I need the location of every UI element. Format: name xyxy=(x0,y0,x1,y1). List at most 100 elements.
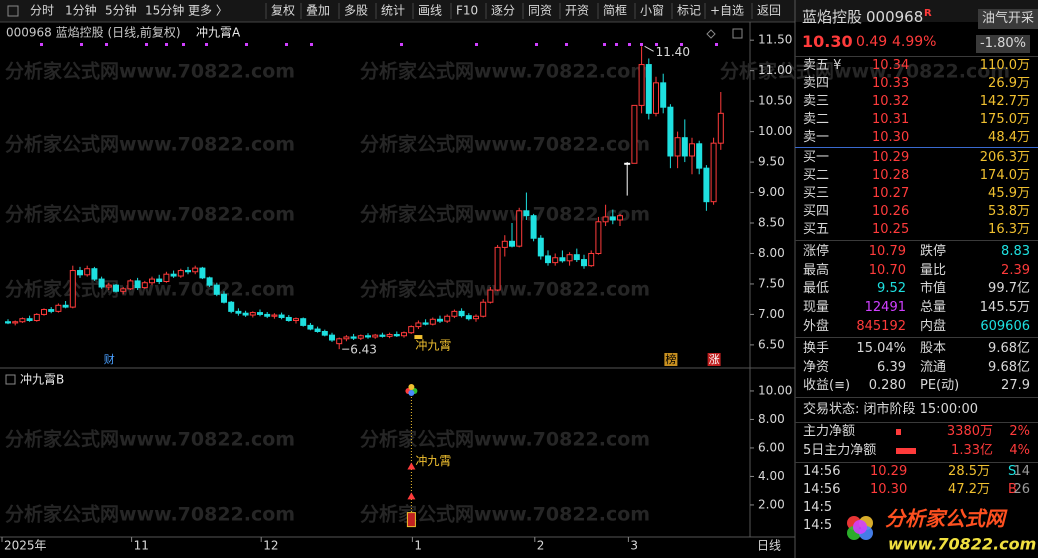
stat-label: 内盘 xyxy=(920,318,947,334)
candle-body xyxy=(84,268,91,276)
toolbar-icon[interactable] xyxy=(7,5,19,17)
toolbar-button[interactable]: +自选 xyxy=(710,4,744,18)
flow-bar xyxy=(896,429,901,435)
toolbar-button[interactable]: 多股 xyxy=(344,4,368,18)
period-tab[interactable]: 5分钟 xyxy=(105,3,137,18)
x-tick-label: 1 xyxy=(414,539,422,553)
candle-body xyxy=(357,335,364,339)
candle-body xyxy=(372,334,379,338)
book-label: 买三 xyxy=(803,186,830,201)
candle-body xyxy=(379,334,386,337)
divider xyxy=(795,462,1038,463)
candle-body xyxy=(213,284,220,295)
toolbar-button[interactable]: 小窗 xyxy=(640,4,664,18)
stat-label: 换手 xyxy=(803,341,830,356)
candle-body xyxy=(156,278,163,283)
candle-body xyxy=(631,104,638,164)
signal-label: 冲九霄 xyxy=(415,338,451,353)
logo-name: 分析家公式网 xyxy=(885,507,1008,531)
signal-b-label: 冲九霄 xyxy=(415,453,451,468)
candle-body xyxy=(321,330,328,336)
book-volume: 142.7万 xyxy=(979,94,1030,109)
period-label: 日线 xyxy=(757,539,781,553)
flow-pct: 4% xyxy=(1009,443,1030,458)
flow-bar xyxy=(896,448,916,454)
candle-body xyxy=(242,312,249,316)
candle-body xyxy=(667,106,674,157)
x-tick-label: 3 xyxy=(630,539,638,553)
price: 10.30 xyxy=(802,32,853,51)
candle-body xyxy=(588,252,595,267)
y-tick-label: 7.00 xyxy=(758,307,785,321)
book-volume: 53.8万 xyxy=(988,204,1030,219)
toolbar-button[interactable]: 简框 xyxy=(603,4,627,18)
candle-body xyxy=(177,270,184,277)
flow-label: 主力净额 xyxy=(803,424,856,439)
candle-body xyxy=(638,64,645,106)
stat-value: 145.5万 xyxy=(979,300,1030,316)
toolbar-button[interactable]: 画线 xyxy=(418,4,442,18)
toolbar-button[interactable]: F10 xyxy=(456,4,478,18)
y-tick-label: 7.50 xyxy=(758,276,785,290)
signal-marker xyxy=(414,335,423,340)
stat-label: 跌停 xyxy=(920,244,947,259)
candle-body xyxy=(105,284,112,288)
stat-value: 6.39 xyxy=(877,359,906,375)
toolbar-button[interactable]: 标记 xyxy=(677,4,701,18)
event-label[interactable]: 财 xyxy=(104,352,115,366)
toolbar-button[interactable]: 叠加 xyxy=(306,4,330,18)
panel-icons[interactable] xyxy=(706,28,743,39)
toolbar-button[interactable]: 统计 xyxy=(381,4,405,18)
logo-url: www.70822.com xyxy=(888,535,1036,554)
candle-body xyxy=(501,240,508,248)
y2-tick-label: 10.00 xyxy=(758,383,792,397)
toolbar-button[interactable]: 返回 xyxy=(757,4,781,18)
period-tab[interactable]: 15分钟 xyxy=(145,3,184,18)
book-label: 买一 xyxy=(803,150,830,165)
toolbar-button[interactable]: 逐分 xyxy=(491,4,515,18)
candle-body xyxy=(141,282,148,289)
event-badge[interactable] xyxy=(664,353,678,366)
candle-body xyxy=(710,142,717,203)
watermark: 分析家公式网www.70822.com xyxy=(360,503,650,526)
low-label: 6.43 xyxy=(350,343,377,357)
candle-body xyxy=(415,322,422,328)
event-badge[interactable] xyxy=(102,353,116,366)
candle-body xyxy=(365,335,371,338)
toolbar-button[interactable]: 同资 xyxy=(528,4,552,18)
watermark: 分析家公式网www.70822.com xyxy=(360,278,650,301)
toolbar-button[interactable]: 开资 xyxy=(565,4,589,18)
event-label[interactable]: 涨 xyxy=(709,353,720,366)
period-tab[interactable]: 分时 xyxy=(30,4,54,18)
indicator-b-title: 冲九霄B xyxy=(20,372,64,387)
y-tick-label: 8.50 xyxy=(758,216,785,230)
stat-value: 8.83 xyxy=(1001,244,1030,259)
candle-body xyxy=(264,313,271,317)
book-volume: 110.0万 xyxy=(979,58,1030,73)
candle-body xyxy=(552,257,559,264)
candle-body xyxy=(516,210,523,247)
event-label[interactable]: 榜 xyxy=(665,352,676,366)
toolbar-button[interactable]: 复权 xyxy=(271,4,295,18)
period-tab[interactable]: 更多 〉 xyxy=(188,4,228,18)
divider xyxy=(795,240,1038,241)
candle-body xyxy=(458,310,465,317)
candle-body xyxy=(307,324,314,330)
trade-side: S xyxy=(1008,464,1017,479)
logo-flower xyxy=(853,520,867,534)
book-price: 10.28 xyxy=(872,168,910,183)
stat-label: 最低 xyxy=(803,281,830,297)
watermark: 分析家公式网www.70822.com xyxy=(360,133,650,156)
sector: 油气开采 xyxy=(978,9,1038,29)
candle-body xyxy=(185,270,191,273)
stat-label: 收益(≡) xyxy=(803,378,851,394)
event-badge[interactable] xyxy=(707,353,721,366)
candle-body xyxy=(681,137,688,157)
candle-body xyxy=(314,328,321,332)
period-tab[interactable]: 1分钟 xyxy=(65,3,97,18)
stock-code: 000968 xyxy=(866,8,924,26)
candle-body xyxy=(653,82,659,114)
candle-body xyxy=(91,268,98,280)
trade-count: 26 xyxy=(1013,482,1030,497)
candle-body xyxy=(5,321,11,324)
